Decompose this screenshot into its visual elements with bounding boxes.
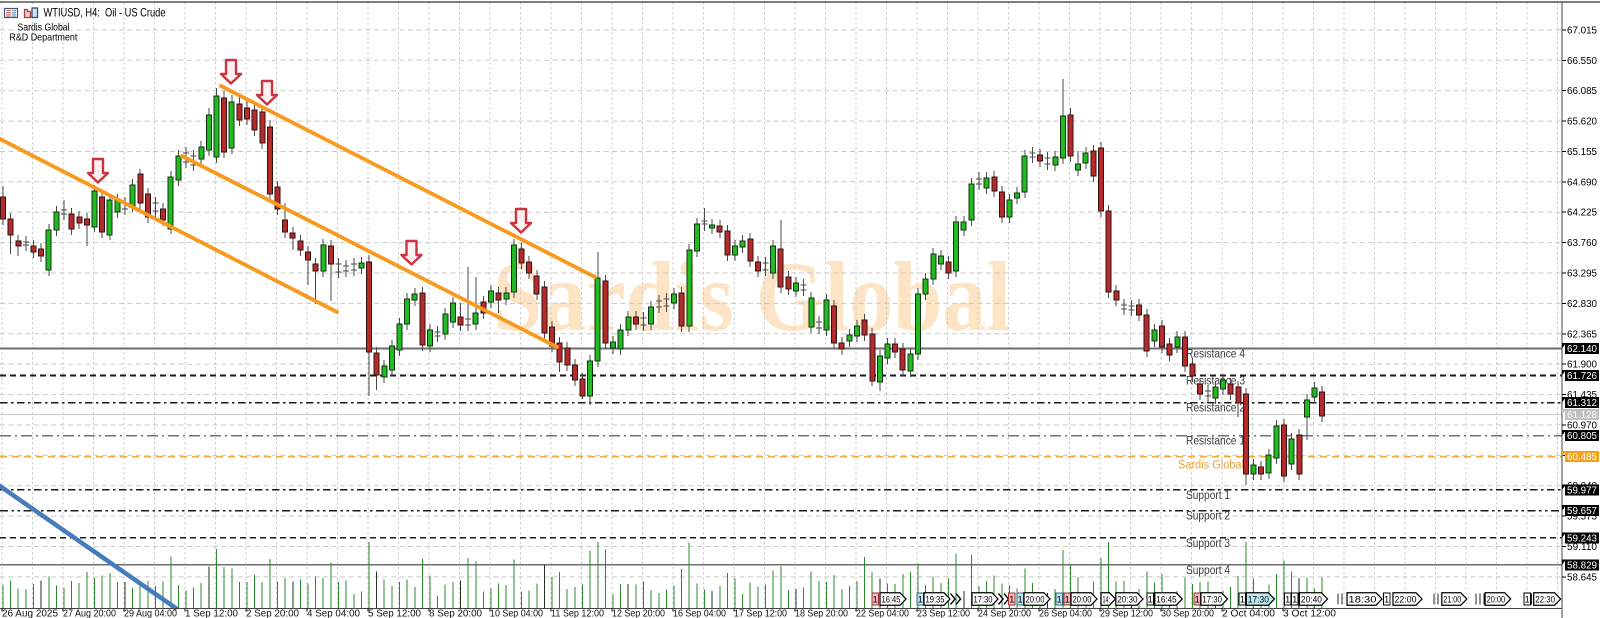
svg-text:1: 1: [1065, 595, 1070, 606]
svg-text:26 Sep 04:00: 26 Sep 04:00: [1039, 609, 1092, 618]
svg-text:Resistance 4: Resistance 4: [1186, 349, 1246, 361]
svg-text:58.645: 58.645: [1567, 572, 1597, 583]
svg-text:30 Sep 20:00: 30 Sep 20:00: [1161, 609, 1214, 618]
svg-text:62.830: 62.830: [1567, 299, 1597, 310]
svg-text:3 Oct 12:00: 3 Oct 12:00: [1283, 609, 1336, 618]
svg-text:20:40: 20:40: [1301, 595, 1322, 606]
svg-text:29 Sep 12:00: 29 Sep 12:00: [1100, 609, 1153, 618]
svg-text:59.110: 59.110: [1567, 542, 1597, 553]
svg-text:59.575: 59.575: [1567, 512, 1597, 523]
svg-text:18 Sep 20:00: 18 Sep 20:00: [795, 609, 848, 618]
svg-text:14:: 14:: [1103, 595, 1111, 606]
svg-text:16:45: 16:45: [882, 595, 901, 606]
svg-text:12 Sep 20:00: 12 Sep 20:00: [612, 609, 665, 618]
svg-text:18:30: 18:30: [1349, 595, 1377, 606]
svg-text:Sardis Global: Sardis Global: [18, 22, 70, 34]
svg-text:2 Sep 20:00: 2 Sep 20:00: [246, 609, 299, 618]
svg-text:61.312: 61.312: [1567, 398, 1597, 409]
svg-text:16:45: 16:45: [1156, 595, 1176, 606]
svg-text:Resistance 2: Resistance 2: [1186, 403, 1245, 415]
svg-text:1: 1: [1194, 595, 1199, 606]
svg-text:2 Oct 04:00: 2 Oct 04:00: [1222, 609, 1275, 618]
svg-text:66.085: 66.085: [1567, 86, 1597, 97]
svg-text:21:00: 21:00: [1443, 595, 1461, 606]
svg-text:10 Sep 04:00: 10 Sep 04:00: [490, 609, 543, 618]
svg-text:61.900: 61.900: [1567, 360, 1597, 371]
svg-text:Support 4: Support 4: [1186, 565, 1231, 577]
svg-text:1: 1: [1148, 595, 1153, 606]
svg-text:62.140: 62.140: [1567, 344, 1597, 355]
svg-text:67.015: 67.015: [1567, 25, 1597, 36]
svg-text:20:30: 20:30: [1117, 595, 1137, 606]
svg-text:17:30: 17:30: [1202, 595, 1222, 606]
svg-text:Support 2: Support 2: [1186, 511, 1230, 523]
svg-text:Support 3: Support 3: [1186, 538, 1230, 550]
svg-text:27 Aug 20:00: 27 Aug 20:00: [63, 609, 116, 618]
svg-text:63.760: 63.760: [1567, 238, 1597, 249]
svg-text:1: 1: [1384, 595, 1389, 606]
svg-text:11 Sep 12:00: 11 Sep 12:00: [551, 609, 604, 618]
svg-text:5 Sep 12:00: 5 Sep 12:00: [368, 609, 421, 618]
svg-text:1: 1: [1285, 595, 1290, 606]
svg-text:24 Sep 20:00: 24 Sep 20:00: [978, 609, 1031, 618]
svg-text:Resistance 1: Resistance 1: [1186, 436, 1245, 448]
svg-text:17 Sep 12:00: 17 Sep 12:00: [734, 609, 787, 618]
svg-text:20:00: 20:00: [1073, 595, 1092, 606]
svg-text:64.225: 64.225: [1567, 208, 1597, 219]
svg-text:59.243: 59.243: [1567, 533, 1597, 544]
svg-text:1: 1: [1057, 595, 1062, 606]
svg-text:26 Aug 2025: 26 Aug 2025: [2, 609, 58, 618]
svg-text:22 Sep 04:00: 22 Sep 04:00: [856, 609, 909, 618]
svg-text:R&D Department: R&D Department: [9, 32, 77, 44]
svg-text:65.155: 65.155: [1567, 147, 1597, 158]
svg-text:1: 1: [1292, 595, 1297, 606]
svg-text:62.365: 62.365: [1567, 329, 1597, 340]
svg-text:22:30: 22:30: [1535, 595, 1555, 606]
svg-text:1: 1: [1525, 595, 1530, 606]
svg-text:1 Sep 12:00: 1 Sep 12:00: [185, 609, 238, 618]
svg-text:61.128: 61.128: [1567, 410, 1597, 421]
svg-text:4 Sep 04:00: 4 Sep 04:00: [307, 609, 360, 618]
svg-text:1: 1: [1018, 595, 1023, 606]
svg-text:60.970: 60.970: [1567, 421, 1597, 432]
svg-text:Sardis Global: Sardis Global: [1178, 460, 1244, 472]
svg-text:60.485: 60.485: [1567, 452, 1597, 463]
svg-text:20:00: 20:00: [1487, 595, 1506, 606]
svg-text:61.435: 61.435: [1567, 390, 1597, 401]
svg-text:16 Sep 04:00: 16 Sep 04:00: [673, 609, 726, 618]
svg-text:60.805: 60.805: [1567, 431, 1597, 442]
svg-text:23 Sep 12:00: 23 Sep 12:00: [917, 609, 970, 618]
svg-text:64.690: 64.690: [1567, 177, 1597, 188]
svg-text:19:35: 19:35: [926, 595, 945, 606]
svg-text:61.726: 61.726: [1567, 371, 1597, 382]
svg-text:17:30: 17:30: [974, 595, 993, 606]
svg-text:WTIUSD, H4: Oil - US Crude: WTIUSD, H4: Oil - US Crude: [44, 6, 166, 20]
svg-text:65.620: 65.620: [1567, 117, 1597, 128]
svg-text:Support 1: Support 1: [1186, 490, 1230, 502]
svg-text:29 Aug 04:00: 29 Aug 04:00: [124, 609, 177, 618]
svg-text:59.657: 59.657: [1567, 506, 1597, 517]
svg-text:58.829: 58.829: [1567, 560, 1597, 571]
svg-text:1: 1: [918, 595, 923, 606]
svg-text:22:00: 22:00: [1395, 595, 1417, 606]
svg-text:66.550: 66.550: [1567, 56, 1597, 67]
svg-text:63.295: 63.295: [1567, 269, 1597, 280]
svg-text:1: 1: [1240, 595, 1245, 606]
svg-text:1: 1: [1009, 595, 1014, 606]
svg-text:1: 1: [873, 595, 878, 606]
svg-text:8 Sep 20:00: 8 Sep 20:00: [429, 609, 482, 618]
svg-text:20:00: 20:00: [1026, 595, 1045, 606]
svg-text:59.977: 59.977: [1567, 485, 1597, 496]
svg-text:17:30: 17:30: [1248, 595, 1269, 606]
